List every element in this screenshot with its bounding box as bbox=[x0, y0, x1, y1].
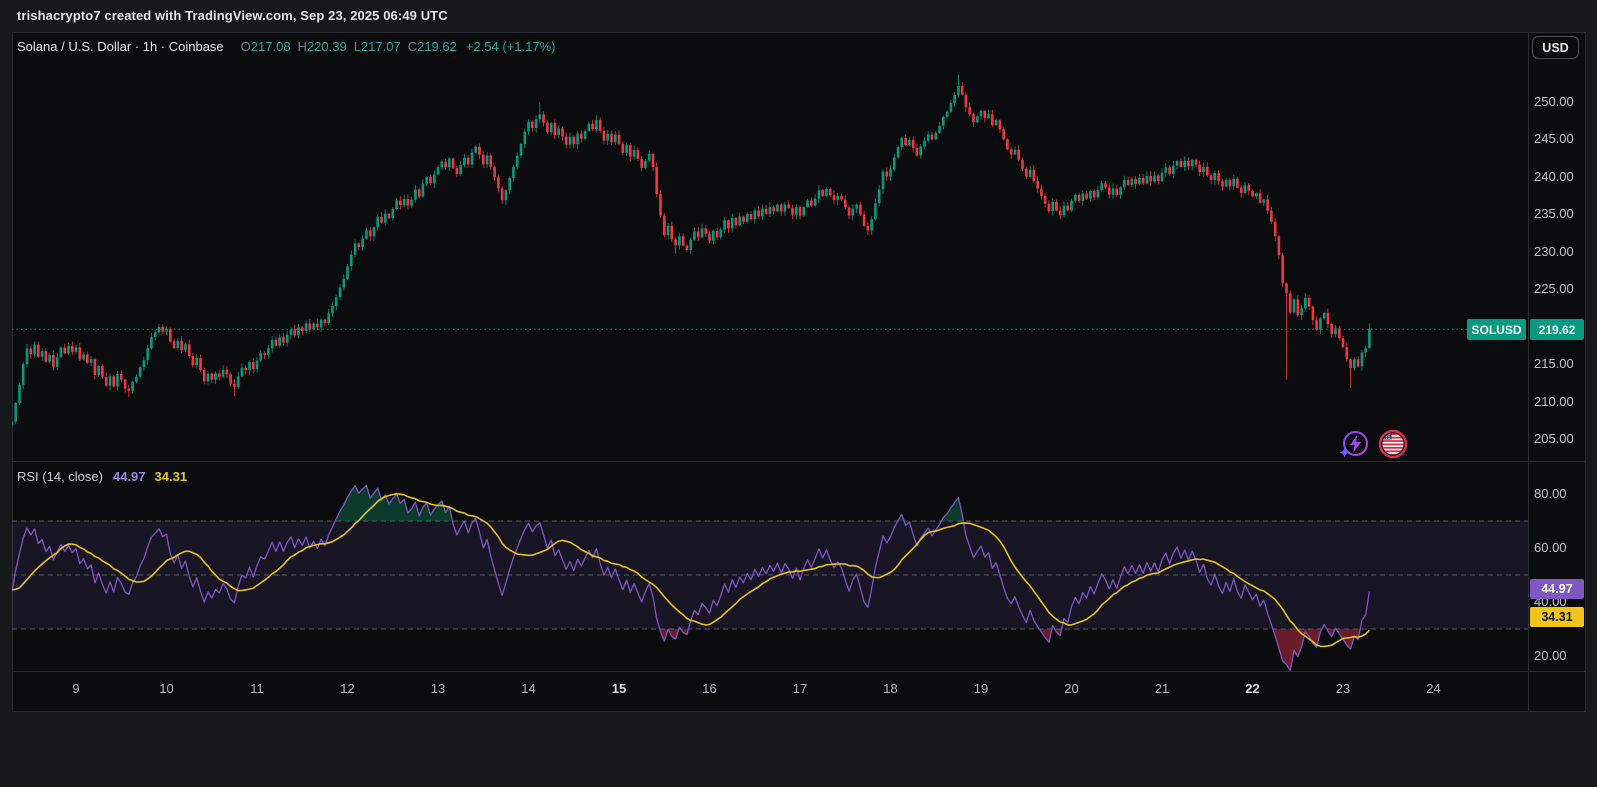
ohlc-low-key: L bbox=[354, 39, 361, 54]
time-tick: 20 bbox=[1050, 681, 1094, 696]
flash-boost-icon[interactable] bbox=[1339, 428, 1371, 460]
time-tick: 18 bbox=[869, 681, 913, 696]
symbol-legend[interactable]: Solana / U.S. Dollar · 1h · CoinbaseO217… bbox=[17, 39, 555, 54]
ohlc-open-key: O bbox=[241, 39, 251, 54]
time-tick: 23 bbox=[1321, 681, 1365, 696]
ohlc-low-value: 217.07 bbox=[361, 39, 401, 54]
price-tick: 250.00 bbox=[1534, 94, 1586, 109]
tradingview-snapshot: trishacrypto7 created with TradingView.c… bbox=[0, 0, 1597, 787]
current-price-ticker-label: SOLUSD bbox=[1467, 319, 1526, 340]
currency-toggle-button[interactable]: USD bbox=[1532, 36, 1579, 59]
time-tick: 12 bbox=[326, 681, 370, 696]
time-tick: 15 bbox=[597, 681, 641, 696]
rsi-legend[interactable]: RSI (14, close) 44.97 34.31 bbox=[17, 469, 187, 484]
time-tick: 24 bbox=[1412, 681, 1456, 696]
rsi-indicator-pane[interactable] bbox=[12, 463, 1528, 671]
price-change: +2.54 (+1.17%) bbox=[466, 39, 556, 54]
time-axis-separator bbox=[12, 671, 1586, 672]
time-tick: 16 bbox=[688, 681, 732, 696]
time-tick: 19 bbox=[959, 681, 1003, 696]
rsi-legend-value: 44.97 bbox=[113, 469, 146, 484]
time-tick: 13 bbox=[416, 681, 460, 696]
price-tick: 230.00 bbox=[1534, 244, 1586, 259]
price-tick: 210.00 bbox=[1534, 394, 1586, 409]
current-price-value-label: 219.62 bbox=[1530, 319, 1584, 340]
attribution-bar: trishacrypto7 created with TradingView.c… bbox=[0, 0, 1597, 32]
rsi-ma-value-label: 34.31 bbox=[1530, 607, 1584, 627]
time-tick: 9 bbox=[54, 681, 98, 696]
rsi-legend-title[interactable]: RSI (14, close) bbox=[17, 469, 103, 484]
rsi-tick: 60.00 bbox=[1534, 540, 1586, 555]
price-scale-separator[interactable] bbox=[1528, 32, 1529, 712]
ohlc-high-key: H bbox=[298, 39, 307, 54]
price-tick: 245.00 bbox=[1534, 131, 1586, 146]
attribution-text: trishacrypto7 created with TradingView.c… bbox=[17, 8, 448, 23]
symbol-title[interactable]: Solana / U.S. Dollar · 1h · Coinbase bbox=[17, 39, 224, 54]
rsi-value-label: 44.97 bbox=[1530, 579, 1584, 599]
time-tick: 11 bbox=[235, 681, 279, 696]
chart-action-icons bbox=[1339, 428, 1409, 460]
price-chart-pane[interactable] bbox=[12, 32, 1528, 461]
price-tick: 240.00 bbox=[1534, 169, 1586, 184]
rsi-tick: 20.00 bbox=[1534, 648, 1586, 663]
time-tick: 21 bbox=[1140, 681, 1184, 696]
time-tick: 10 bbox=[145, 681, 189, 696]
ohlc-close-key: C bbox=[408, 39, 417, 54]
price-tick: 235.00 bbox=[1534, 206, 1586, 221]
time-tick: 14 bbox=[507, 681, 551, 696]
pane-separator[interactable] bbox=[12, 461, 1586, 462]
rsi-legend-ma-value: 34.31 bbox=[155, 469, 188, 484]
price-tick: 215.00 bbox=[1534, 356, 1586, 371]
time-tick: 17 bbox=[778, 681, 822, 696]
price-tick: 205.00 bbox=[1534, 431, 1586, 446]
us-flag-icon[interactable] bbox=[1377, 428, 1409, 460]
footer-bar: TradingView bbox=[0, 712, 1597, 787]
rsi-tick: 80.00 bbox=[1534, 486, 1586, 501]
ohlc-high-value: 220.39 bbox=[307, 39, 347, 54]
ohlc-close-value: 219.62 bbox=[417, 39, 457, 54]
price-tick: 225.00 bbox=[1534, 281, 1586, 296]
ohlc-open-value: 217.08 bbox=[251, 39, 291, 54]
time-tick: 22 bbox=[1231, 681, 1275, 696]
